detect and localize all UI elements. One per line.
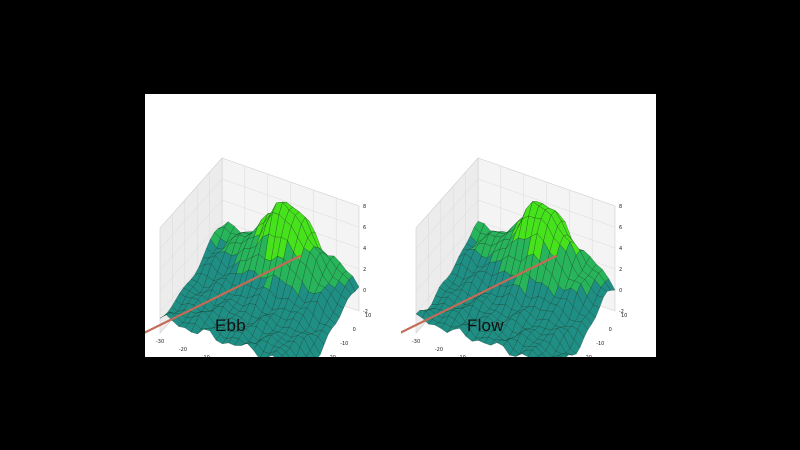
y-tick-label: -10 — [340, 341, 348, 347]
z-tick-label: 0 — [619, 288, 622, 294]
surface-cell — [536, 355, 541, 357]
y-tick-label: 0 — [609, 327, 612, 333]
y-tick-label: -20 — [584, 355, 592, 357]
z-tick-label: 0 — [363, 288, 366, 294]
transect-line — [145, 254, 302, 334]
x-tick-label: -20 — [179, 347, 187, 353]
caption-flow: Flow — [467, 316, 504, 335]
z-tick-label: 2 — [619, 267, 622, 273]
surface-cell — [557, 353, 569, 357]
y-tick-label: 10 — [365, 313, 371, 319]
surface-cell — [281, 352, 290, 357]
z-tick-label: 8 — [363, 204, 366, 210]
caption-ebb: Ebb — [215, 316, 246, 335]
y-tick-label: -20 — [328, 355, 336, 357]
x-tick-label: -20 — [435, 347, 443, 353]
surface-cell — [541, 350, 553, 357]
surface-cell — [557, 355, 562, 357]
surface-cell — [537, 353, 546, 357]
y-tick-label: -10 — [596, 341, 604, 347]
surface-cell — [280, 355, 284, 357]
y-tick-label: 0 — [353, 327, 356, 333]
z-tick-label: -2 — [619, 309, 624, 315]
transect-line — [401, 254, 558, 334]
x-tick-label: -10 — [202, 355, 210, 357]
surface-cell — [306, 350, 315, 357]
z-tick-label: 4 — [363, 246, 366, 252]
x-tick-label: -10 — [458, 355, 466, 357]
z-tick-label: 2 — [363, 267, 366, 273]
x-tick-label: -30 — [412, 339, 420, 345]
z-tick-label: 8 — [619, 204, 622, 210]
y-tick-label: 10 — [621, 313, 627, 319]
x-tick-label: -30 — [156, 339, 164, 345]
z-tick-label: 4 — [619, 246, 622, 252]
z-tick-label: 6 — [363, 225, 366, 231]
z-tick-label: 6 — [619, 225, 622, 231]
z-tick-label: -2 — [363, 309, 368, 315]
